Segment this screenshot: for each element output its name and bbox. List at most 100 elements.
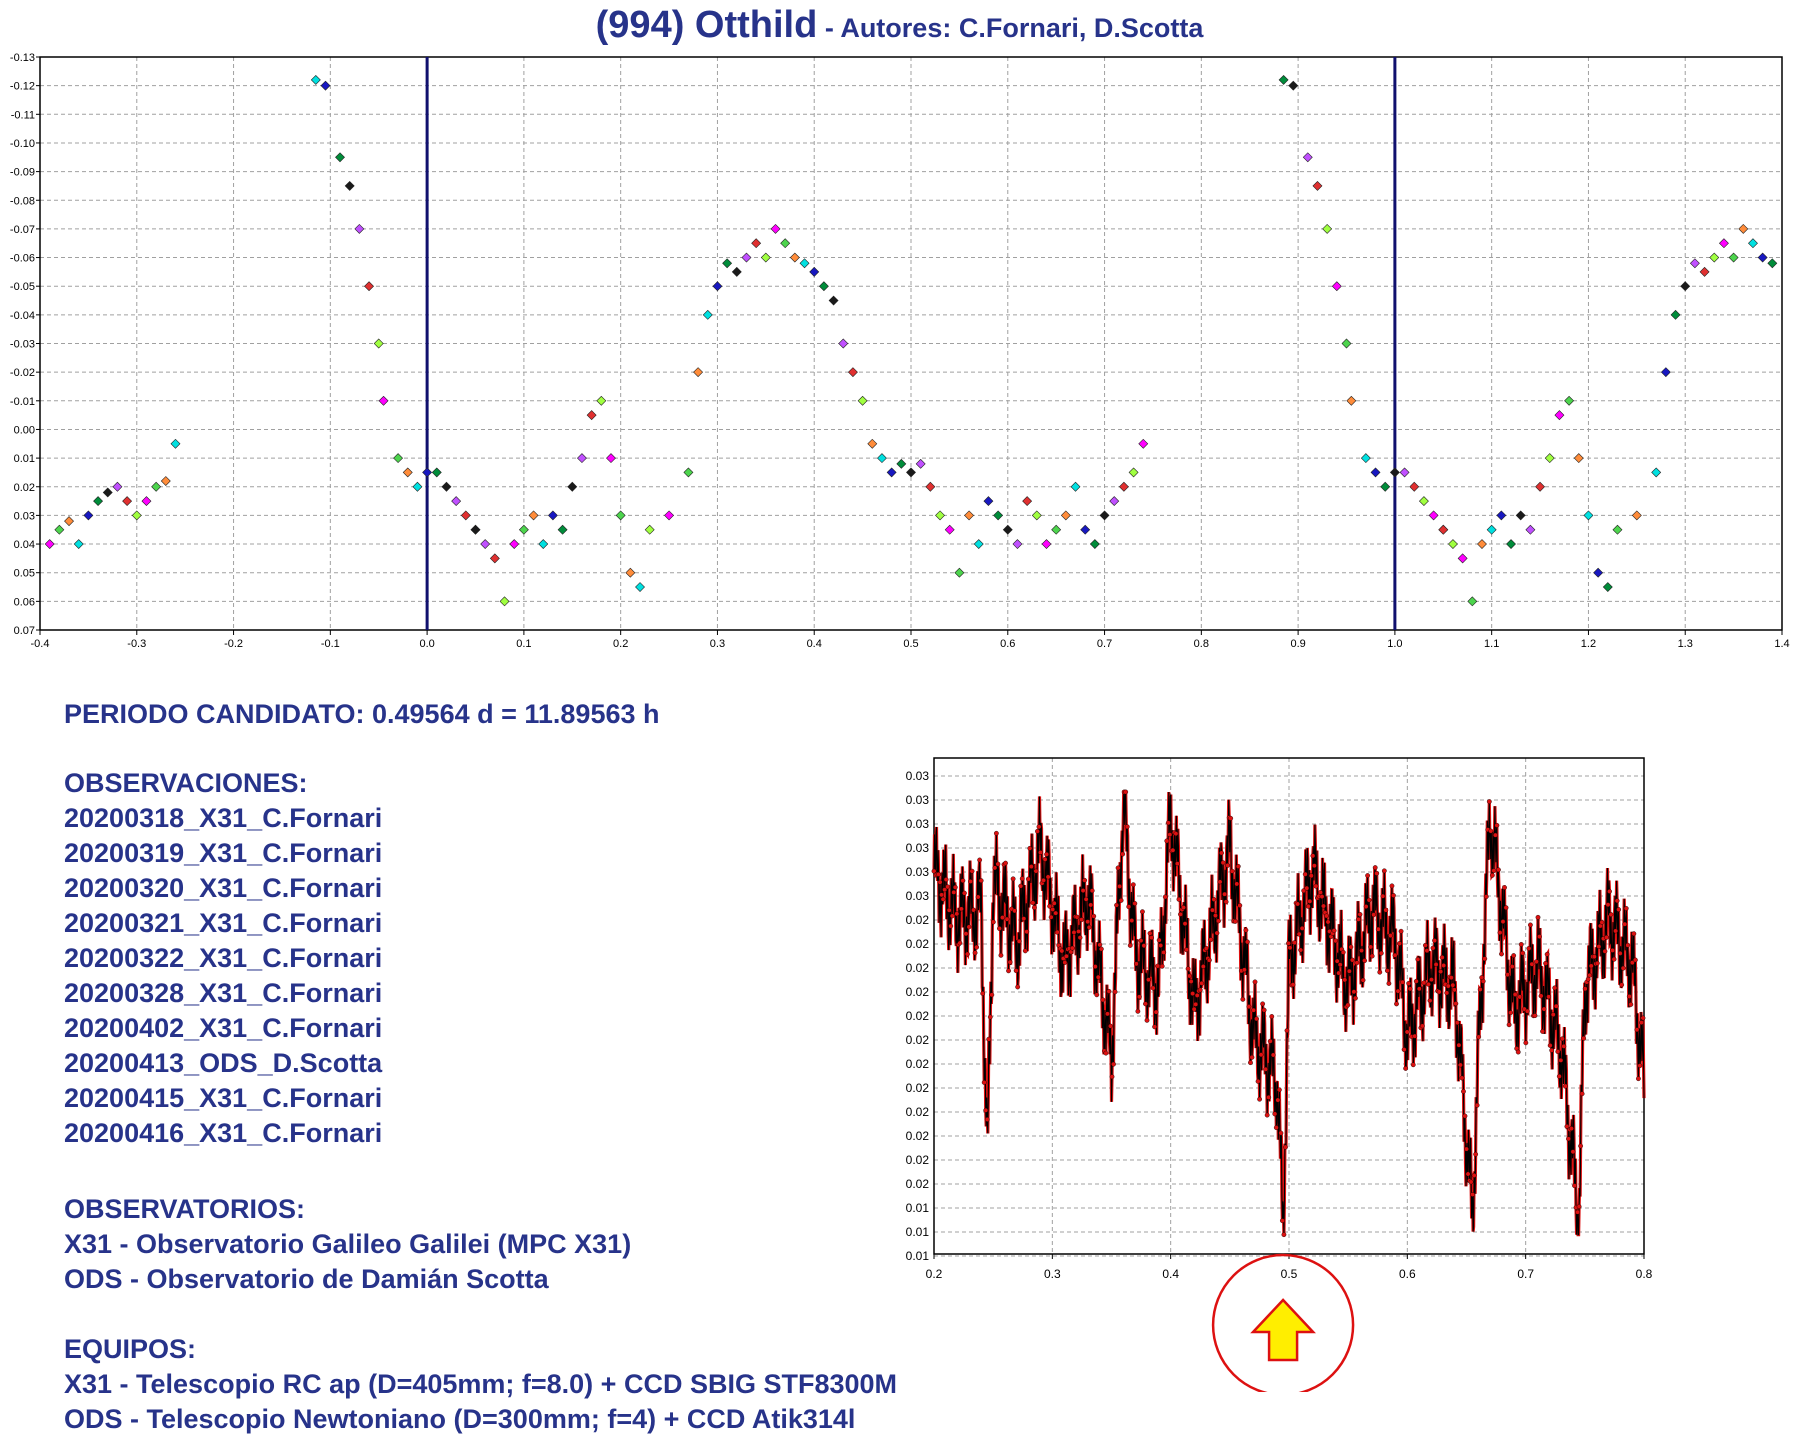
periodogram-point — [1400, 979, 1405, 985]
x-tick-label: 1.1 — [1484, 638, 1499, 650]
annotation-circle — [1211, 1253, 1355, 1392]
x-tick-label: 0.2 — [613, 638, 628, 650]
x-tick-label: 0.2 — [926, 1267, 943, 1281]
y-tick-label: 0.02 — [906, 1129, 930, 1143]
periodogram-point — [1216, 918, 1221, 924]
data-point — [1757, 252, 1768, 263]
periodogram-point — [1381, 868, 1387, 874]
periodogram-point — [1210, 907, 1215, 913]
periodogram-point — [1245, 939, 1250, 945]
equipment-item: ODS - Telescopio Newtoniano (D=300mm; f=… — [64, 1404, 856, 1434]
data-point — [1748, 238, 1758, 249]
periodogram-point — [1351, 989, 1357, 995]
object-name: (994) Otthild — [595, 4, 818, 46]
data-point — [1515, 510, 1526, 521]
data-point — [431, 467, 442, 478]
periodogram-point — [1534, 959, 1539, 965]
periodogram-point — [1159, 963, 1165, 969]
periodogram-point — [1424, 948, 1430, 954]
periodogram-point — [1372, 865, 1378, 870]
periodogram-point — [1538, 993, 1544, 999]
periodogram-point — [1632, 957, 1638, 963]
data-point — [1564, 395, 1575, 406]
data-point — [1544, 453, 1555, 464]
x-tick-label: 0.6 — [1399, 1267, 1416, 1281]
periodogram-point — [1063, 953, 1069, 959]
data-point — [1346, 395, 1357, 406]
periodogram-point — [1459, 1075, 1465, 1081]
periodogram-point — [1007, 959, 1013, 965]
data-point — [451, 496, 462, 507]
periodogram-annotation — [1211, 1253, 1355, 1392]
periodogram-point — [1030, 900, 1036, 906]
periodogram-point — [1500, 919, 1506, 925]
data-point — [1322, 223, 1333, 234]
y-tick-label: 0.01 — [14, 453, 35, 465]
data-point — [789, 252, 800, 263]
periodogram-point — [1520, 950, 1526, 956]
periodogram-point — [1232, 919, 1238, 924]
observations-heading: OBSERVACIONES: — [64, 768, 308, 798]
periodogram-point — [1564, 1124, 1570, 1129]
periodogram-point — [1321, 903, 1326, 909]
periodogram-point — [1561, 1043, 1567, 1049]
data-point — [1438, 524, 1449, 535]
periodogram-point — [1266, 1094, 1272, 1100]
lightcurve-phase-lines — [425, 57, 1397, 630]
periodogram-point — [980, 991, 986, 996]
periodogram-point — [1436, 989, 1442, 995]
observation-item: 20200321_X31_C.Fornari — [64, 908, 383, 938]
data-point — [1118, 481, 1129, 492]
periodogram-point — [1392, 952, 1398, 958]
data-point — [993, 510, 1004, 521]
periodogram-point — [1185, 966, 1191, 972]
periodogram-point — [1547, 1043, 1553, 1048]
periodogram-point — [1270, 1052, 1276, 1058]
periodogram-point — [987, 1014, 993, 1020]
x-tick-label: 1.0 — [1387, 638, 1402, 650]
data-point — [83, 510, 94, 521]
data-point — [731, 266, 742, 277]
periodogram-point — [1512, 992, 1518, 997]
periodogram-point — [1473, 1151, 1479, 1157]
x-tick-label: -0.1 — [321, 638, 340, 650]
periodogram-point — [1529, 961, 1535, 967]
data-point — [1680, 281, 1691, 292]
periodogram-point — [981, 1080, 987, 1085]
periodogram-point — [1248, 1060, 1253, 1066]
periodogram-point — [1549, 1047, 1555, 1053]
periodogram-point — [1429, 977, 1434, 983]
periodogram-point — [1354, 960, 1360, 966]
periodogram-point — [1570, 1149, 1576, 1155]
periodogram-point — [1292, 940, 1297, 946]
periodogram-point — [1153, 1009, 1159, 1015]
periodogram-point — [1430, 945, 1436, 951]
periodogram-point — [1375, 926, 1381, 932]
periodogram-point — [1453, 1001, 1459, 1007]
periodogram-point — [1156, 937, 1162, 943]
data-point — [1002, 524, 1013, 535]
data-point — [1496, 510, 1507, 521]
data-point — [170, 438, 181, 449]
periodogram-point — [1640, 1015, 1646, 1021]
periodogram-point — [1079, 917, 1084, 923]
periodogram-point — [1299, 925, 1305, 931]
periodogram-point — [1499, 951, 1504, 957]
periodogram-point — [1240, 996, 1246, 1002]
periodogram-point — [1077, 935, 1083, 941]
periodogram-point — [1272, 1111, 1278, 1117]
periodogram-point — [1105, 1011, 1110, 1017]
periodogram-point — [1628, 1002, 1634, 1007]
periodogram-point — [1611, 956, 1617, 962]
periodogram-point — [1454, 1020, 1460, 1026]
periodogram-point — [1088, 902, 1094, 908]
periodogram-point — [1187, 973, 1192, 979]
periodogram-point — [1013, 968, 1019, 974]
periodogram-point — [1333, 938, 1339, 944]
observatory-item: X31 - Observatorio Galileo Galilei (MPC … — [64, 1229, 632, 1259]
data-point — [364, 281, 374, 292]
periodogram-point — [1617, 950, 1623, 956]
periodogram-point — [1311, 863, 1317, 869]
periodogram-point — [1511, 953, 1517, 958]
periodogram-point — [1080, 888, 1086, 893]
